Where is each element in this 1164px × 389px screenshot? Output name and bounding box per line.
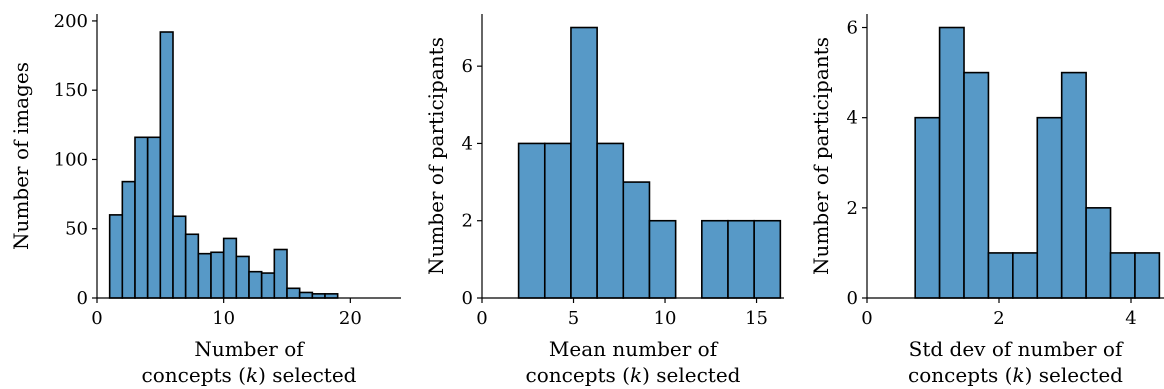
- histogram-bar: [286, 287, 301, 299]
- histogram-bar: [108, 214, 124, 299]
- y-tick-label: 6: [462, 56, 473, 77]
- histogram-bar: [753, 219, 782, 299]
- histogram-bar: [987, 252, 1014, 299]
- y-axis-label: Number of participants: [809, 37, 833, 275]
- y-tick-label: 2: [847, 198, 858, 219]
- y-tick-label: 150: [54, 80, 88, 101]
- histogram-bar: [596, 142, 625, 299]
- y-tick-label: 0: [77, 288, 88, 309]
- histogram-bar: [701, 219, 729, 299]
- histogram-bar: [184, 233, 200, 299]
- y-tick-label: 4: [462, 133, 473, 154]
- histogram-bar: [1109, 252, 1136, 299]
- y-tick-label: 0: [847, 288, 858, 309]
- panel-mean-k-per-participant: 0 5 10 15 0 2 4 6 Number of participants Mean num…: [424, 14, 784, 387]
- y-axis-label: Number of images: [9, 62, 33, 250]
- x-tick-label: 20: [339, 308, 362, 329]
- histogram-bar: [134, 136, 149, 299]
- y-tick-label: 100: [54, 149, 88, 170]
- x-axis-label-line-1: Std dev of number of: [909, 337, 1124, 361]
- x-axis-label-line-1: Mean number of: [549, 337, 719, 361]
- x-tick-label: 0: [476, 308, 487, 329]
- x-tick-label: 0: [91, 308, 102, 329]
- x-axis-label-line-2: concepts (k) selected: [908, 363, 1123, 387]
- y-axis-label: Number of participants: [424, 37, 448, 275]
- panel-std-k-per-participant: 0 2 4 0 2 4 6 Number of participants Std dev of …: [809, 14, 1164, 387]
- histogram-bar: [963, 71, 990, 299]
- histogram-bar: [324, 293, 339, 299]
- histogram-bar: [1134, 252, 1161, 299]
- histogram-bar: [146, 136, 162, 299]
- x-tick-label: 0: [861, 308, 872, 329]
- histogram-bar: [570, 26, 598, 299]
- histogram-bar: [648, 219, 677, 299]
- y-tick-label: 2: [462, 211, 473, 232]
- histogram-bar: [222, 237, 238, 299]
- x-axis-label-line-2: concepts (k) selected: [526, 363, 741, 387]
- histogram-bar: [938, 26, 965, 299]
- histogram-bar: [1060, 71, 1087, 299]
- y-tick-label: 200: [54, 11, 88, 32]
- x-tick-label: 2: [993, 308, 1004, 329]
- histogram-bar: [727, 219, 755, 299]
- histogram-bar: [543, 142, 572, 299]
- x-tick-label: 10: [212, 308, 235, 329]
- histogram-bar: [248, 270, 263, 299]
- y-tick-label: 6: [847, 18, 858, 39]
- histogram-bar: [311, 293, 326, 299]
- histogram-bar: [517, 142, 546, 299]
- histogram-bar: [159, 31, 174, 299]
- x-tick-label: 10: [654, 308, 677, 329]
- y-tick-label: 4: [847, 108, 858, 129]
- x-tick-label: 4: [1125, 308, 1136, 329]
- x-axis-label-line-1: Number of: [194, 337, 305, 361]
- x-tick-label: 15: [745, 308, 768, 329]
- histogram-bar: [298, 291, 314, 299]
- histogram-bar: [210, 251, 225, 299]
- histogram-bar: [172, 215, 187, 299]
- histogram-bar: [235, 255, 250, 299]
- y-tick-label: 50: [65, 219, 88, 240]
- histogram-bar: [914, 116, 941, 299]
- x-tick-label: 5: [568, 308, 579, 329]
- y-tick-label: 0: [462, 288, 473, 309]
- x-axis-label-line-2: concepts (k) selected: [142, 363, 357, 387]
- histogram-bar: [197, 252, 212, 299]
- histogram-bar: [260, 272, 276, 299]
- histogram-bar: [1085, 207, 1112, 299]
- histogram-bar: [622, 181, 651, 299]
- histogram-bar: [1036, 116, 1063, 299]
- histogram-bar: [1012, 252, 1039, 299]
- histogram-bar: [273, 248, 288, 299]
- histogram-bar: [121, 180, 136, 299]
